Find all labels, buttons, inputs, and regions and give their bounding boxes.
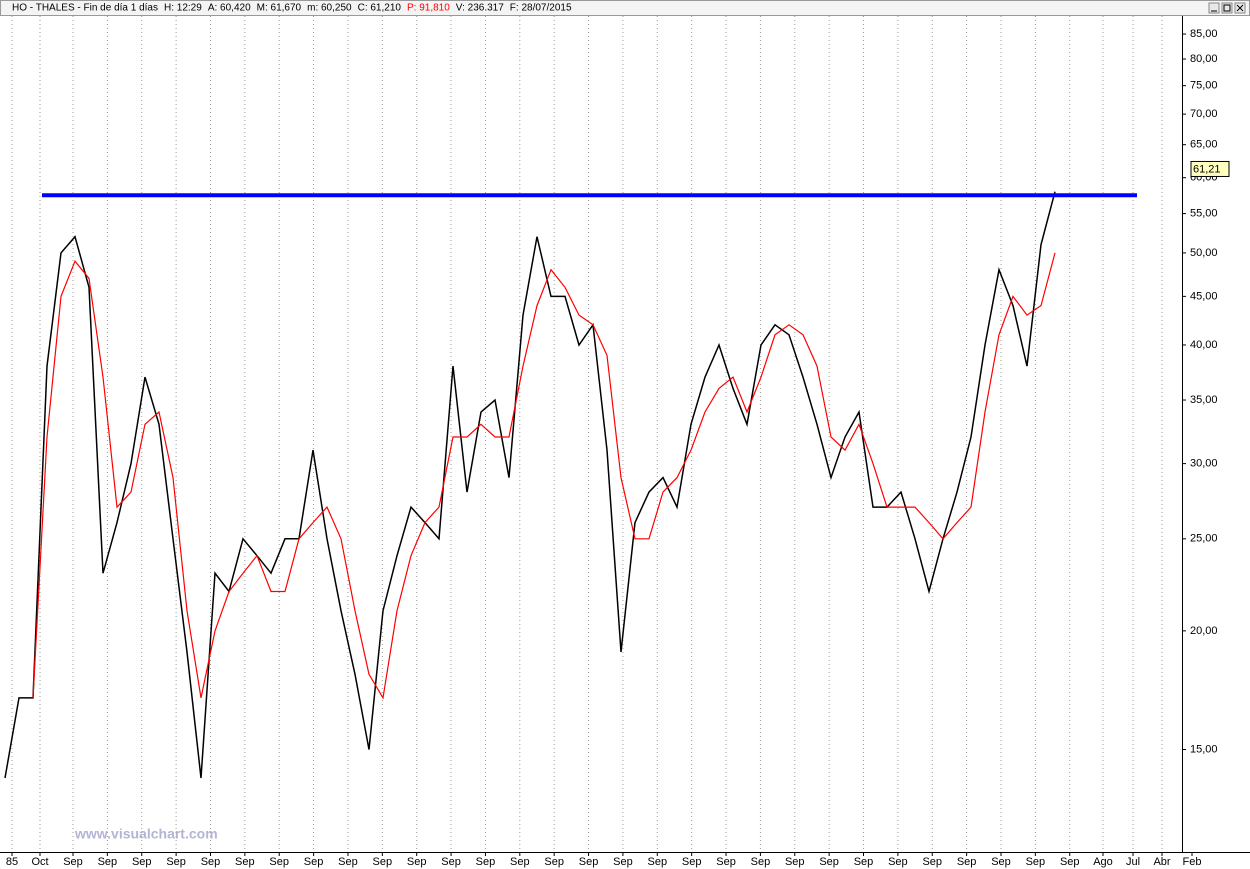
x-tick-label: Sep xyxy=(98,856,118,868)
x-tick-label: Sep xyxy=(166,856,186,868)
x-tick-label: Sep xyxy=(407,856,427,868)
x-tick-label: Sep xyxy=(613,856,633,868)
y-tick-label: 65,00 xyxy=(1190,139,1218,151)
header-item: C: 61,210 xyxy=(358,3,402,14)
x-tick-label: Sep xyxy=(922,856,942,868)
header-item: M: 61,670 xyxy=(257,3,302,14)
y-tick-label: 15,00 xyxy=(1190,743,1218,755)
maximize-button[interactable] xyxy=(1221,2,1233,14)
x-tick-label: Sep xyxy=(476,856,496,868)
x-tick-label: Sep xyxy=(510,856,530,868)
x-tick-label: Sep xyxy=(132,856,152,868)
header-item: F: 28/07/2015 xyxy=(510,3,572,14)
y-tick-label: 40,00 xyxy=(1190,339,1218,351)
x-tick-label: Sep xyxy=(991,856,1011,868)
y-tick-label: 70,00 xyxy=(1190,108,1218,120)
x-tick-label: Sep xyxy=(304,856,324,868)
x-tick-label: Sep xyxy=(579,856,599,868)
x-tick-label: Sep xyxy=(373,856,393,868)
x-tick-label: Sep xyxy=(1026,856,1046,868)
maximize-icon xyxy=(1223,4,1231,12)
y-tick-label: 80,00 xyxy=(1190,53,1218,65)
x-tick-label: Feb xyxy=(1183,856,1202,868)
y-tick-label: 50,00 xyxy=(1190,247,1218,259)
header-item: m: 60,250 xyxy=(307,3,352,14)
x-tick-label: Sep xyxy=(751,856,771,868)
x-tick-label: Sep xyxy=(544,856,564,868)
y-tick-label: 30,00 xyxy=(1190,458,1218,470)
x-tick-label: Ago xyxy=(1093,856,1113,868)
x-tick-label: Sep xyxy=(441,856,461,868)
window-buttons xyxy=(1208,2,1246,14)
y-tick-label: 45,00 xyxy=(1190,290,1218,302)
x-tick-label: Sep xyxy=(201,856,221,868)
x-tick-label: Jul xyxy=(1126,856,1140,868)
x-tick-label: Sep xyxy=(235,856,255,868)
x-tick-label: Sep xyxy=(682,856,702,868)
header: HO - THALES - Fin de día 1 días H: 12:29 A… xyxy=(12,3,572,14)
x-tick-label: Sep xyxy=(648,856,668,868)
last-price-box xyxy=(1190,160,1230,177)
last-price-label: 61,21 xyxy=(1193,163,1221,175)
y-tick-label: 75,00 xyxy=(1190,80,1218,92)
x-tick-label: Sep xyxy=(63,856,83,868)
x-tick-label: Sep xyxy=(785,856,805,868)
x-tick-label: Abr xyxy=(1153,856,1170,868)
y-tick-label: 55,00 xyxy=(1190,208,1218,220)
header-item: V: 236.317 xyxy=(456,3,504,14)
x-tick-label: Oct xyxy=(31,856,48,868)
x-tick-label: Sep xyxy=(819,856,839,868)
x-tick-label: Sep xyxy=(269,856,289,868)
close-icon xyxy=(1236,4,1244,12)
header-item: A: 60,420 xyxy=(208,3,251,14)
header-item: H: 12:29 xyxy=(164,3,202,14)
minimize-button[interactable] xyxy=(1208,2,1220,14)
price-line xyxy=(32,252,1056,700)
x-tick-label: Sep xyxy=(854,856,874,868)
x-tick-label: Sep xyxy=(1060,856,1080,868)
x-tick-label: Sep xyxy=(338,856,358,868)
x-tick-label: Sep xyxy=(957,856,977,868)
y-tick-label: 35,00 xyxy=(1190,394,1218,406)
y-tick-label: 25,00 xyxy=(1190,533,1218,545)
header-item: P: 91,810 xyxy=(407,3,450,14)
x-tick-label: Sep xyxy=(888,856,908,868)
watermark: www.visualchart.com xyxy=(74,826,218,842)
x-tick-label: 85 xyxy=(6,856,18,868)
x-tick-label: Sep xyxy=(716,856,736,868)
price-line xyxy=(4,191,1056,779)
y-tick-label: 85,00 xyxy=(1190,28,1218,40)
header-item: HO - THALES - Fin de día 1 días xyxy=(12,3,158,14)
y-tick-label: 20,00 xyxy=(1190,625,1218,637)
